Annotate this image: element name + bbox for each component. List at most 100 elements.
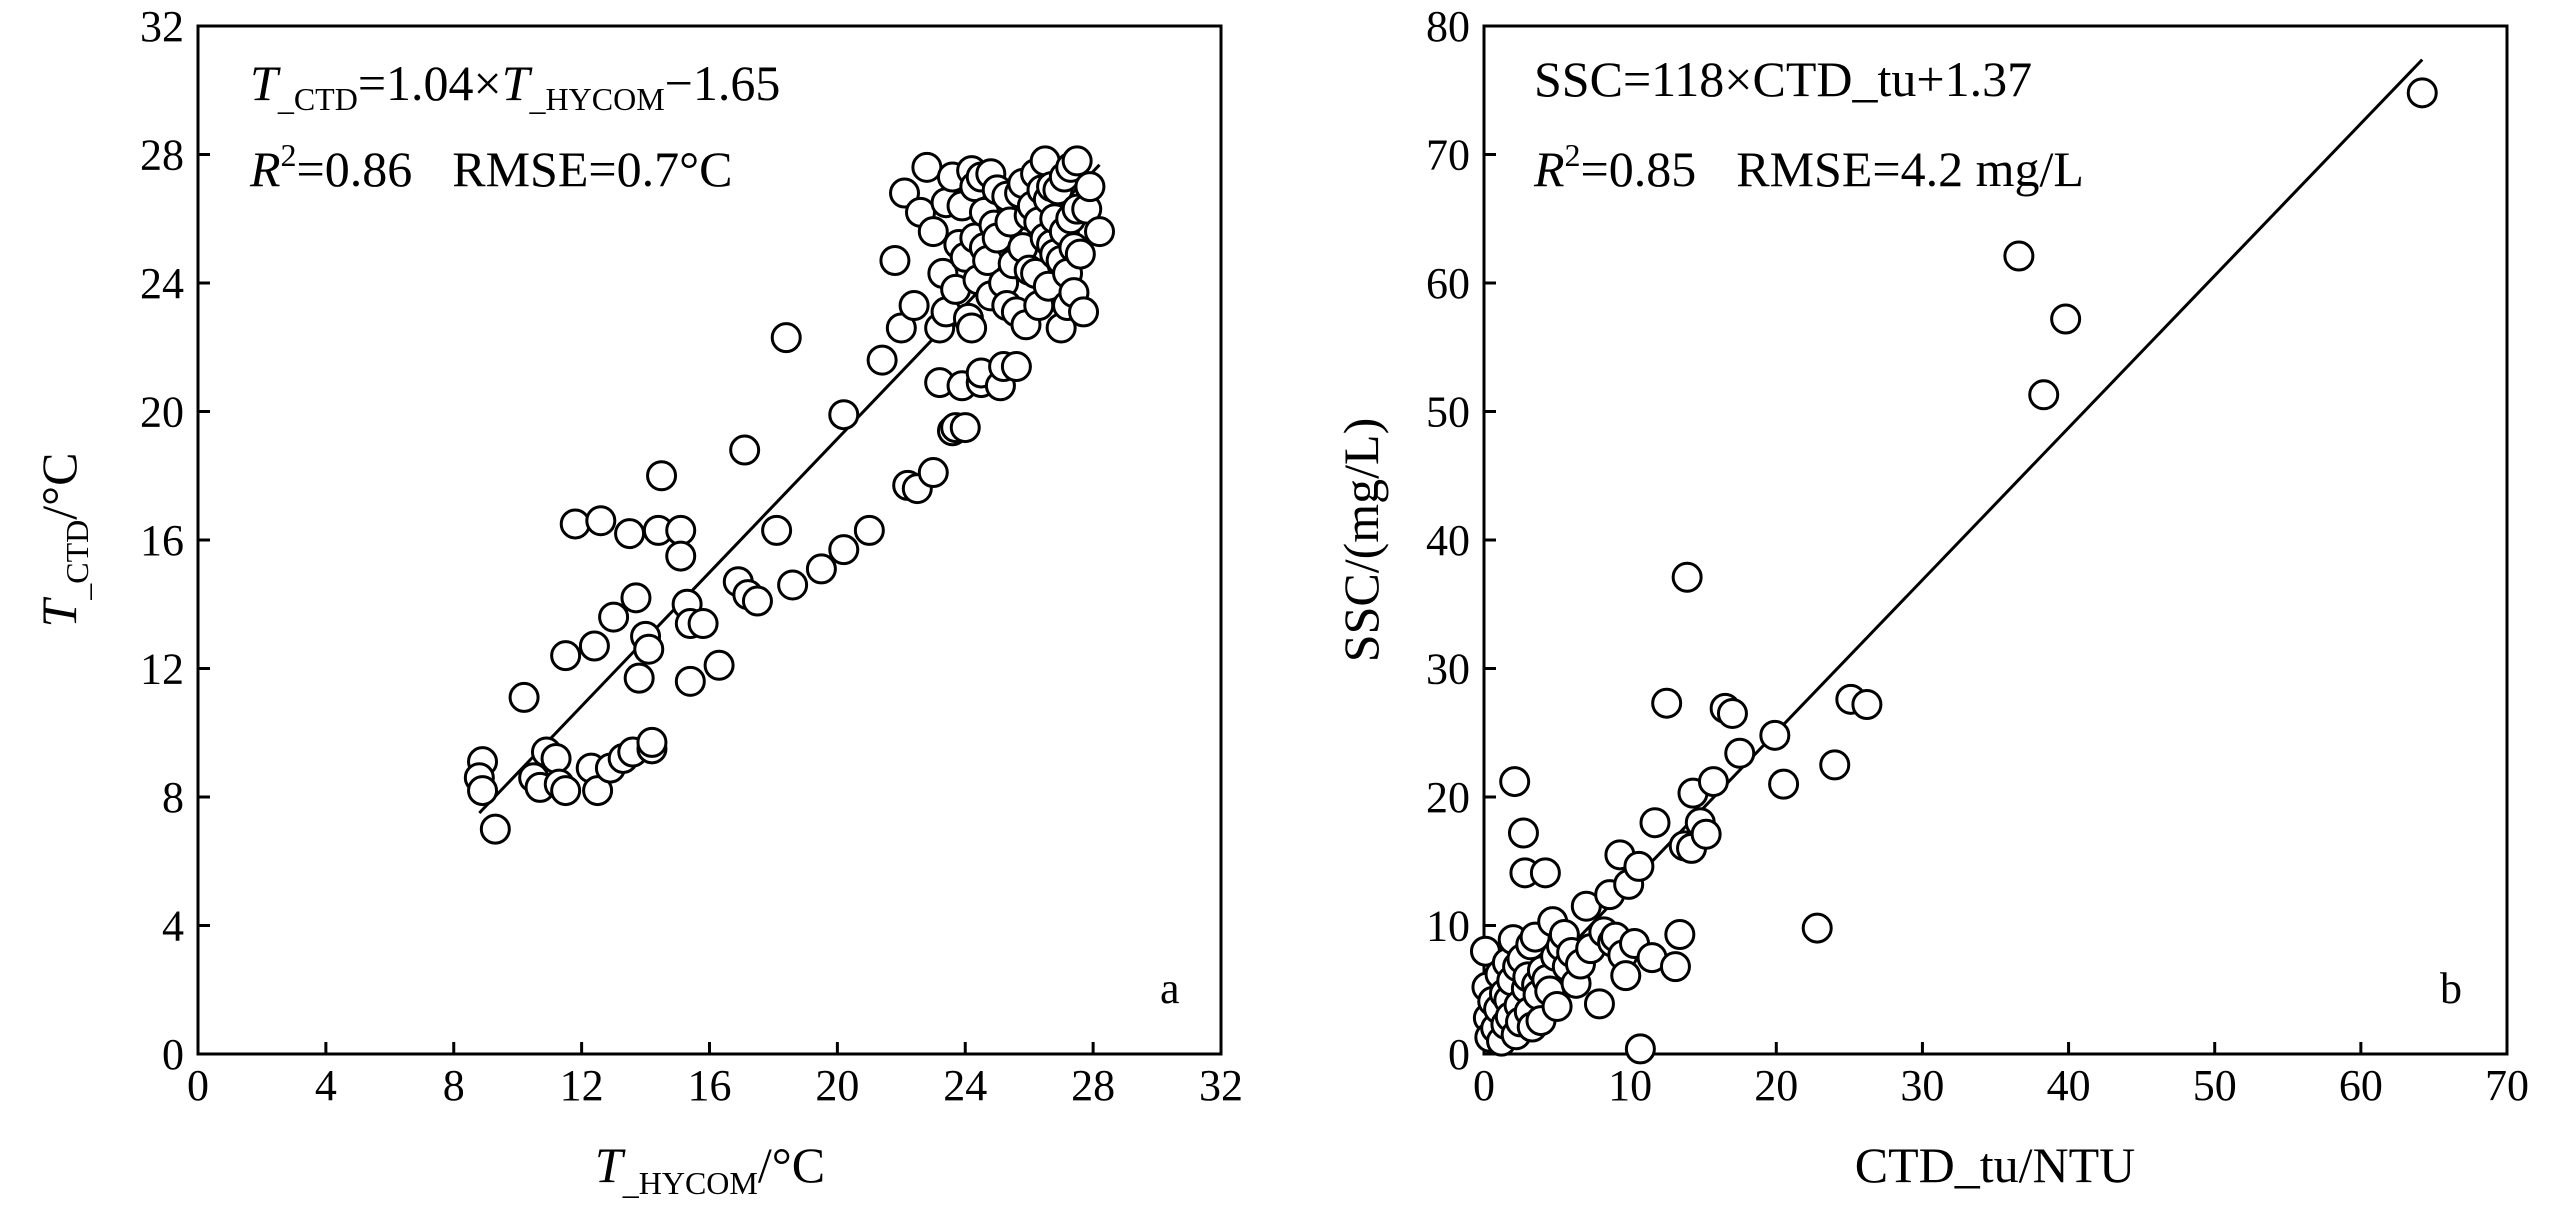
scatter-point	[1819, 749, 1851, 781]
y-axis-title-a: T_CTD/°C	[31, 452, 95, 627]
scatter-point	[1064, 238, 1096, 270]
scatter-point	[1623, 850, 1655, 882]
scatter-point	[2050, 303, 2082, 335]
y-tick-label: 60	[1426, 259, 1470, 308]
scatter-point	[917, 457, 949, 489]
stats-b: R2=0.85 RMSE=4.2 mg/L	[1533, 137, 2084, 197]
scatter-points-b	[1469, 77, 2438, 1065]
ticks-b: 0 10 20 30 40 50 60 70 0 10 20 30 40 50 60 70 80	[1426, 2, 2529, 1110]
y-tick-label: 40	[1426, 516, 1470, 565]
scatter-point	[633, 633, 665, 665]
y-tick-label: 8	[162, 773, 184, 822]
scatter-point	[1768, 768, 1800, 800]
y-tick-label: 24	[140, 259, 184, 308]
y-axis-title-b: SSC/(mg/L)	[1333, 418, 1389, 662]
scatter-point	[949, 412, 981, 444]
scatter-point	[853, 514, 885, 546]
scatter-point	[703, 649, 735, 681]
ticks-a: 0 4 8 12 16 20 24 28 32 0 4 8 12 16 20 24 28 32	[140, 2, 1243, 1110]
scatter-point	[646, 460, 678, 492]
y-tick-label: 12	[140, 645, 184, 694]
x-axis-title-b: CTD_tu/NTU	[1855, 1137, 2136, 1193]
scatter-point	[879, 245, 911, 277]
x-tick-label: 20	[1754, 1061, 1798, 1110]
scatter-point	[665, 514, 697, 546]
scatter-point	[1084, 216, 1116, 248]
scatter-point	[620, 582, 652, 614]
scatter-point	[559, 508, 591, 540]
scatter-point	[911, 151, 943, 183]
x-axis-title-a: T_HYCOM/°C	[595, 1137, 825, 1201]
scatter-point	[1074, 171, 1106, 203]
x-tick-label: 0	[1473, 1061, 1495, 1110]
scatter-point	[729, 434, 761, 466]
x-tick-label: 10	[1608, 1061, 1652, 1110]
scatter-point	[1716, 697, 1748, 729]
scatter-point	[1529, 857, 1561, 889]
scatter-point	[1651, 687, 1683, 719]
y-tick-label: 28	[140, 131, 184, 180]
y-tick-label: 80	[1426, 2, 1470, 51]
scatter-point	[770, 322, 802, 354]
x-tick-label: 28	[1071, 1061, 1115, 1110]
scatter-point	[479, 813, 511, 845]
panel-a: 0 4 8 12 16 20 24 28 32 0 4 8 12 16 20 24 28 32 T_CTD=1.0…	[31, 2, 1243, 1201]
scatter-point	[1664, 918, 1696, 950]
scatter-point	[1541, 990, 1573, 1022]
scatter-point	[917, 216, 949, 248]
scatter-point	[1583, 988, 1615, 1020]
y-tick-label: 20	[140, 388, 184, 437]
panel-b: 0 10 20 30 40 50 60 70 0 10 20 30 40 50 60 70 80 SSC=118…	[1333, 2, 2529, 1193]
scatter-point	[1000, 351, 1032, 383]
scatter-point	[956, 312, 988, 344]
x-tick-label: 32	[1199, 1061, 1243, 1110]
y-tick-label: 16	[140, 516, 184, 565]
scatter-point	[674, 665, 706, 697]
panel-letter-b: b	[2440, 964, 2462, 1013]
scatter-point	[828, 534, 860, 566]
panel-letter-a: a	[1160, 964, 1180, 1013]
scatter-point	[665, 540, 697, 572]
scatter-point	[1499, 766, 1531, 798]
scatter-point	[1801, 912, 1833, 944]
scatter-point	[1624, 1033, 1656, 1065]
scatter-point	[1061, 145, 1093, 177]
y-tick-label: 10	[1426, 902, 1470, 951]
scatter-point	[761, 514, 793, 546]
y-tick-label: 0	[1448, 1030, 1470, 1079]
scatter-point	[467, 775, 499, 807]
scatter-point	[550, 775, 582, 807]
scatter-point	[866, 344, 898, 376]
x-tick-label: 0	[187, 1061, 209, 1110]
x-tick-label: 20	[815, 1061, 859, 1110]
scatter-point	[1697, 766, 1729, 798]
y-tick-label: 20	[1426, 773, 1470, 822]
scatter-point	[777, 569, 809, 601]
scatter-point	[1724, 737, 1756, 769]
scatter-point	[1851, 688, 1883, 720]
scatter-point	[1759, 719, 1791, 751]
scatter-point	[1507, 817, 1539, 849]
scatter-point	[1610, 960, 1642, 992]
scatter-point	[1639, 807, 1671, 839]
x-tick-label: 8	[443, 1061, 465, 1110]
scatter-point	[828, 399, 860, 431]
scatter-point	[598, 601, 630, 633]
scatter-point	[898, 289, 930, 321]
x-tick-label: 16	[688, 1061, 732, 1110]
x-tick-label: 70	[2485, 1061, 2529, 1110]
equation-a: T_CTD=1.04×T_HYCOM−1.65	[250, 55, 780, 117]
scatter-points-a	[463, 145, 1116, 845]
y-tick-label: 30	[1426, 645, 1470, 694]
scatter-point	[2028, 379, 2060, 411]
scatter-point	[1659, 951, 1691, 983]
x-tick-label: 40	[2047, 1061, 2091, 1110]
stats-a: R2=0.86 RMSE=0.7°C	[249, 137, 732, 197]
scatter-point	[550, 640, 582, 672]
scatter-point	[1068, 296, 1100, 328]
scatter-point	[614, 518, 646, 550]
y-tick-label: 70	[1426, 131, 1470, 180]
x-tick-label: 50	[2193, 1061, 2237, 1110]
scatter-point	[1690, 818, 1722, 850]
